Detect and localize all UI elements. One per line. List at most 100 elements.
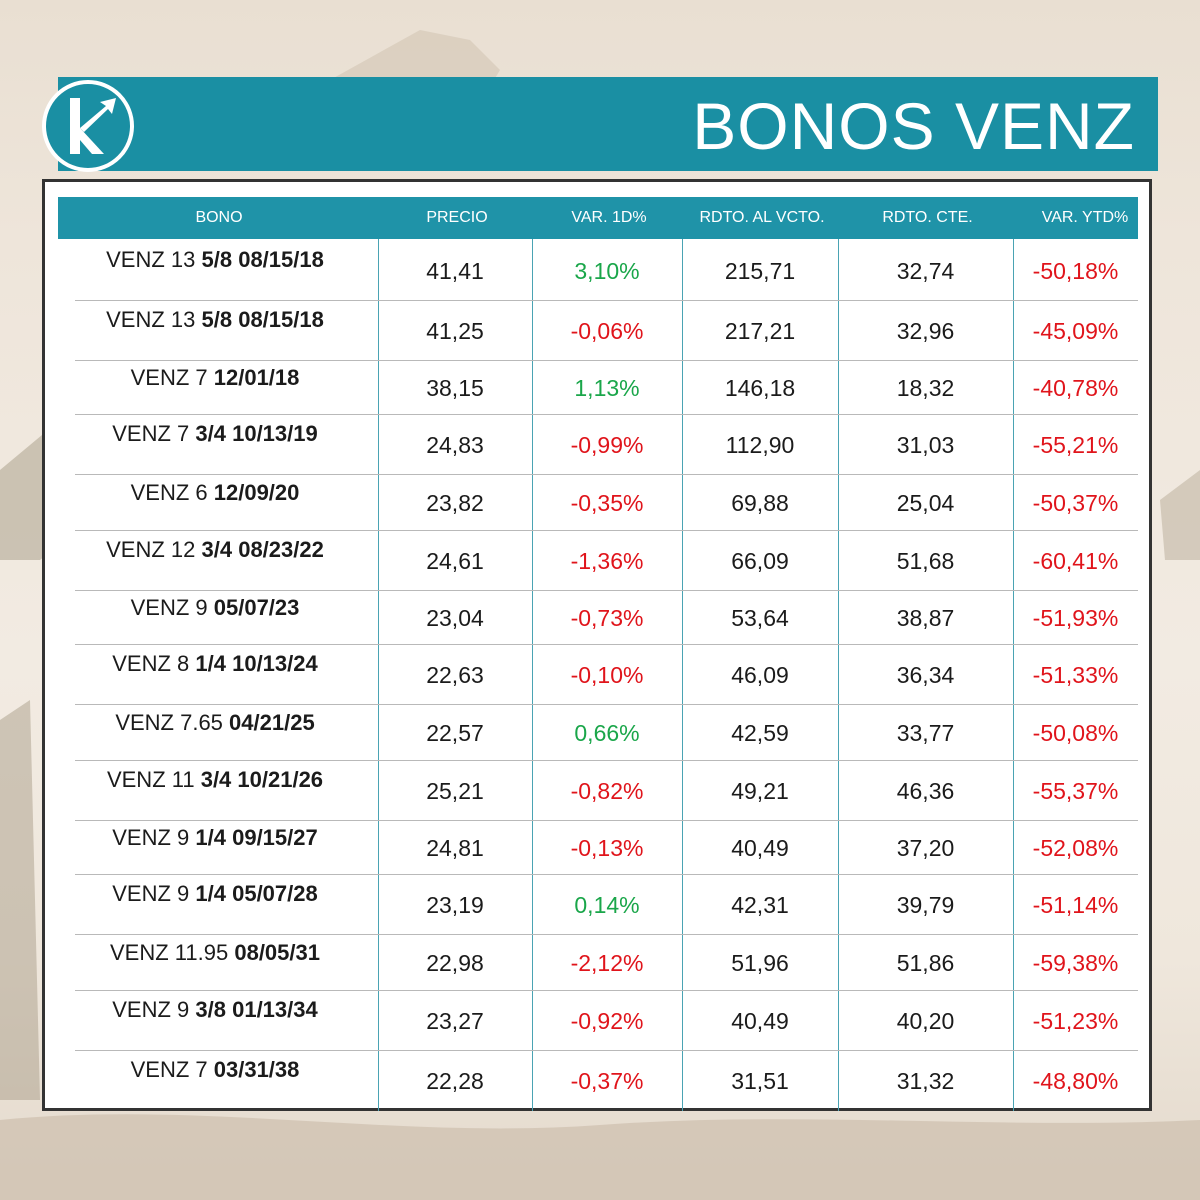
var-1d-cell: -0,06%	[570, 318, 644, 344]
bono-cell: VENZ 7.65 04/21/25	[75, 710, 355, 736]
bono-name: VENZ 6	[130, 480, 208, 505]
bono-name: VENZ 9	[112, 825, 190, 850]
page-title: BONOS VENZ	[692, 89, 1135, 163]
bono-maturity: 3/4 10/13/19	[195, 421, 318, 446]
row-divider	[75, 414, 1138, 415]
precio-cell: 23,27	[426, 1008, 484, 1034]
bono-name: VENZ 9	[112, 881, 190, 906]
column-divider	[378, 239, 379, 1111]
rdto-cte-cell: 18,32	[896, 375, 955, 401]
rdto-cte-cell: 40,20	[896, 1008, 955, 1034]
rdto-cte-cell: 38,87	[896, 605, 955, 631]
bono-maturity: 12/01/18	[213, 365, 300, 390]
bono-name: VENZ 11.95	[110, 940, 229, 965]
table-row: VENZ 7 03/31/38 22,28 -0,37% 31,51 31,32 -48,…	[45, 1051, 1149, 1111]
column-header-rdto-cte: RDTO. CTE.	[882, 209, 973, 226]
table-row: VENZ 7 3/4 10/13/19 24,83 -0,99% 112,90 31,0…	[45, 415, 1149, 475]
row-divider	[75, 990, 1138, 991]
precio-cell: 23,82	[426, 490, 484, 516]
table-header-row: BONO PRECIO VAR. 1D% RDTO. AL VCTO. RDTO…	[58, 197, 1138, 239]
table-row: VENZ 7.65 04/21/25 22,57 0,66% 42,59 33,77 -5…	[45, 705, 1149, 761]
table-row: VENZ 9 1/4 09/15/27 24,81 -0,13% 40,49 37,20…	[45, 821, 1149, 875]
bono-name: VENZ 13	[106, 247, 196, 272]
row-divider	[75, 1050, 1138, 1051]
precio-cell: 22,63	[426, 662, 484, 688]
bono-maturity: 1/4 09/15/27	[195, 825, 318, 850]
precio-cell: 41,41	[426, 258, 484, 284]
var-ytd-cell: -55,21%	[1032, 432, 1119, 458]
var-ytd-cell: -48,80%	[1032, 1068, 1119, 1094]
column-header-var-1d: VAR. 1D%	[571, 209, 647, 226]
rdto-vcto-cell: 46,09	[731, 662, 789, 688]
rdto-cte-cell: 31,03	[896, 432, 955, 458]
var-1d-cell: -0,73%	[570, 605, 644, 631]
bono-name: VENZ 7.65	[115, 710, 223, 735]
var-1d-cell: 3,10%	[574, 258, 640, 284]
var-ytd-cell: -50,18%	[1032, 258, 1119, 284]
bono-maturity: 05/07/23	[213, 595, 300, 620]
bono-maturity: 12/09/20	[213, 480, 300, 505]
row-divider	[75, 704, 1138, 705]
bono-cell: VENZ 7 12/01/18	[75, 365, 355, 391]
rdto-cte-cell: 32,96	[896, 318, 955, 344]
var-ytd-cell: -59,38%	[1032, 950, 1119, 976]
bono-name: VENZ 9	[130, 595, 208, 620]
var-ytd-cell: -50,08%	[1032, 720, 1119, 746]
bono-cell: VENZ 11.95 08/05/31	[75, 940, 355, 966]
table-row: VENZ 7 12/01/18 38,15 1,13% 146,18 18,32 -40,…	[45, 361, 1149, 415]
var-ytd-cell: -40,78%	[1032, 375, 1119, 401]
row-divider	[75, 590, 1138, 591]
bono-maturity: 3/4 08/23/22	[201, 537, 324, 562]
row-divider	[75, 934, 1138, 935]
rdto-cte-cell: 51,86	[896, 950, 955, 976]
table-row: VENZ 11 3/4 10/21/26 25,21 -0,82% 49,21 46,3…	[45, 761, 1149, 821]
rdto-cte-cell: 46,36	[896, 778, 955, 804]
precio-cell: 24,83	[426, 432, 484, 458]
bono-name: VENZ 13	[106, 307, 196, 332]
table-row: VENZ 13 5/8 08/15/18 41,41 3,10% 215,71 32,7…	[45, 241, 1149, 301]
var-1d-cell: -0,10%	[570, 662, 644, 688]
bono-maturity: 5/8 08/15/18	[201, 307, 324, 332]
var-ytd-cell: -51,23%	[1032, 1008, 1119, 1034]
table-row: VENZ 13 5/8 08/15/18 41,25 -0,06% 217,21 32,…	[45, 301, 1149, 361]
rdto-cte-cell: 32,74	[896, 258, 955, 284]
bono-cell: VENZ 13 5/8 08/15/18	[75, 307, 355, 333]
rdto-vcto-cell: 40,49	[731, 835, 789, 861]
rdto-cte-cell: 36,34	[896, 662, 955, 688]
bono-cell: VENZ 7 03/31/38	[75, 1057, 355, 1083]
var-1d-cell: -2,12%	[570, 950, 644, 976]
column-header-bono: BONO	[195, 209, 243, 226]
rdto-vcto-cell: 69,88	[731, 490, 789, 516]
rdto-cte-cell: 51,68	[896, 548, 955, 574]
var-1d-cell: 0,66%	[574, 720, 640, 746]
bono-name: VENZ 9	[112, 997, 190, 1022]
bonds-table: BONO PRECIO VAR. 1D% RDTO. AL VCTO. RDTO…	[42, 179, 1152, 1111]
precio-cell: 22,98	[426, 950, 484, 976]
bono-maturity: 08/05/31	[234, 940, 320, 965]
rdto-cte-cell: 25,04	[896, 490, 955, 516]
bono-cell: VENZ 8 1/4 10/13/24	[75, 651, 355, 677]
var-1d-cell: -0,99%	[570, 432, 644, 458]
bono-name: VENZ 7	[130, 1057, 208, 1082]
column-header-var-ytd: VAR. YTD%	[1041, 209, 1129, 226]
column-header-precio: PRECIO	[426, 209, 488, 226]
row-divider	[75, 300, 1138, 301]
rdto-vcto-cell: 112,90	[725, 432, 795, 458]
var-1d-cell: -0,13%	[570, 835, 644, 861]
var-1d-cell: -0,82%	[570, 778, 644, 804]
var-1d-cell: -0,37%	[570, 1068, 644, 1094]
column-header-rdto-vcto: RDTO. AL VCTO.	[699, 209, 825, 226]
bono-name: VENZ 7	[112, 421, 190, 446]
var-ytd-cell: -51,33%	[1032, 662, 1119, 688]
precio-cell: 41,25	[426, 318, 484, 344]
bono-maturity: 1/4 10/13/24	[195, 651, 318, 676]
precio-cell: 24,81	[426, 835, 484, 861]
bono-name: VENZ 7	[130, 365, 208, 390]
var-1d-cell: -1,36%	[570, 548, 644, 574]
bono-name: VENZ 8	[112, 651, 190, 676]
var-1d-cell: -0,92%	[570, 1008, 644, 1034]
precio-cell: 22,28	[426, 1068, 484, 1094]
var-1d-cell: 1,13%	[574, 375, 640, 401]
table-row: VENZ 9 05/07/23 23,04 -0,73% 53,64 38,87 -51,…	[45, 591, 1149, 645]
bono-name: VENZ 12	[106, 537, 196, 562]
